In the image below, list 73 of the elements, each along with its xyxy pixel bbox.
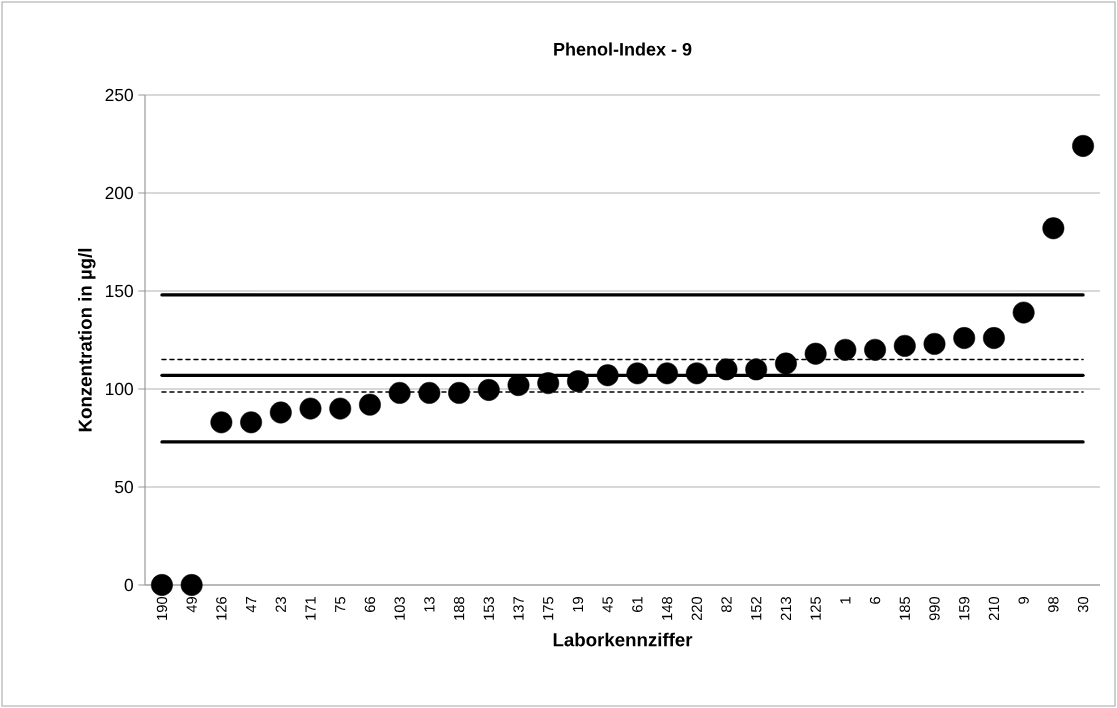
point (656, 362, 679, 385)
point (1042, 217, 1065, 240)
point (982, 327, 1005, 349)
point (418, 381, 441, 404)
x-tick-label: 13 (424, 597, 435, 612)
x-tick-label: 137 (513, 597, 524, 620)
x-tick-label: 82 (721, 597, 732, 613)
x-tick-label: 152 (751, 597, 762, 620)
point (953, 327, 976, 349)
y-tick-label: 150 (106, 284, 133, 298)
x-tick-label: 220 (691, 596, 702, 621)
chart-title: Phenol-Index - 9 (554, 42, 692, 56)
x-tick-label: 30 (1077, 596, 1089, 613)
point (151, 574, 173, 596)
point (834, 338, 857, 361)
x-tick-label: 159 (959, 597, 970, 620)
point (448, 381, 471, 404)
point (210, 411, 233, 434)
point (626, 362, 649, 385)
point (359, 393, 381, 416)
x-tick-label: 9 (1018, 597, 1029, 604)
y-tick-label: 50 (115, 480, 133, 494)
x-tick-label: 49 (186, 597, 197, 613)
point (537, 372, 560, 395)
x-tick-label: 190 (156, 596, 168, 620)
x-tick-label: 125 (810, 597, 821, 620)
x-axis-title: Laborkennziffer (553, 632, 693, 647)
point (596, 364, 619, 387)
x-tick-label: 126 (216, 597, 227, 620)
y-tick-label: 0 (124, 578, 133, 592)
point (715, 358, 738, 381)
point (388, 381, 411, 404)
x-tick-label: 210 (988, 596, 1000, 621)
y-axis-title: Konzentration in µg/l (78, 248, 96, 432)
point (329, 397, 352, 420)
point (864, 338, 887, 361)
point (804, 342, 827, 365)
point (685, 362, 708, 385)
point (299, 397, 322, 420)
x-tick-label: 148 (661, 597, 673, 620)
point (1012, 301, 1035, 324)
x-tick-label: 6 (869, 597, 881, 604)
point (180, 574, 203, 596)
point (477, 379, 500, 401)
x-tick-label: 188 (453, 597, 465, 620)
x-tick-label: 185 (899, 597, 910, 620)
x-tick-label: 213 (780, 597, 792, 621)
x-tick-label: 23 (275, 597, 286, 612)
point (240, 411, 263, 434)
x-tick-label: 171 (305, 597, 316, 620)
x-tick-label: 175 (543, 597, 554, 620)
point (567, 370, 589, 393)
point (269, 401, 292, 424)
x-tick-label: 45 (602, 597, 613, 613)
x-tick-label: 66 (364, 597, 376, 612)
x-tick-label: 153 (483, 597, 494, 620)
point (923, 332, 946, 355)
point (1072, 135, 1095, 157)
x-tick-label: 990 (929, 596, 940, 621)
x-tick-label: 19 (572, 597, 584, 612)
y-tick-label: 200 (105, 186, 133, 200)
y-tick-label: 100 (106, 382, 133, 396)
point (774, 352, 797, 375)
point (893, 334, 916, 357)
x-tick-label: 98 (1048, 597, 1059, 612)
x-tick-label: 61 (632, 597, 643, 612)
point (507, 374, 530, 397)
x-tick-label: 47 (246, 597, 257, 613)
y-tick-label: 250 (105, 88, 133, 102)
x-tick-label: 75 (335, 597, 346, 612)
x-tick-label: 103 (394, 597, 405, 620)
x-tick-label: 1 (840, 597, 851, 604)
point (745, 358, 768, 381)
